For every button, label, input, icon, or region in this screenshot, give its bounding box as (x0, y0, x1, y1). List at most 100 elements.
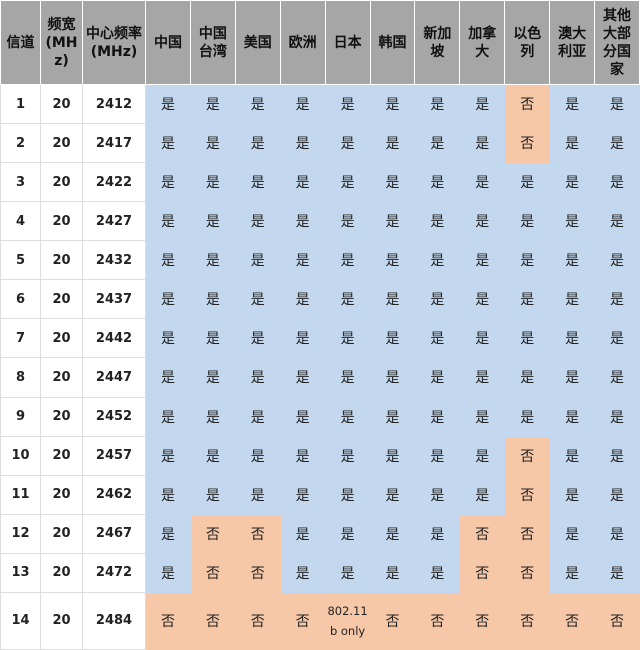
availability-cell: 是 (459, 201, 506, 242)
availability-cell: 是 (594, 318, 640, 359)
table-row: 2 20 2417 是是是是是是是是否是是 (0, 123, 640, 164)
availability-cell: 是 (594, 396, 640, 437)
availability-cell: 是 (189, 162, 236, 203)
availability-cell: 是 (414, 357, 461, 398)
info-cell: 1 (0, 83, 41, 125)
availability-cell: 802.11 b only (324, 591, 371, 650)
availability-cell: 是 (549, 513, 596, 554)
info-cell: 8 (0, 357, 41, 398)
info-cell: 2422 (82, 162, 146, 203)
availability-cell: 是 (324, 162, 371, 203)
availability-cell: 是 (414, 123, 461, 164)
availability-cell: 是 (145, 552, 191, 593)
availability-cell: 是 (504, 240, 551, 281)
availability-cell: 否 (234, 552, 281, 593)
availability-cell: 是 (414, 240, 461, 281)
availability-cell: 是 (324, 435, 371, 476)
header-cell: 新加坡 (414, 0, 461, 85)
availability-cell: 是 (279, 240, 326, 281)
header-cell: 频宽(MHz) (40, 0, 83, 85)
availability-cell: 是 (594, 357, 640, 398)
availability-cell: 是 (145, 318, 191, 359)
availability-cell: 否 (549, 591, 596, 650)
table-row: 1 20 2412 是是是是是是是是否是是 (0, 83, 640, 125)
availability-cell: 是 (549, 552, 596, 593)
info-cell: 6 (0, 279, 41, 320)
availability-cell: 是 (549, 123, 596, 164)
availability-cell: 是 (279, 435, 326, 476)
table-body: 1 20 2412 是是是是是是是是否是是 2 20 2417 是是是是是是是是否是是 3 20 2… (0, 83, 640, 650)
info-cell: 2472 (82, 552, 146, 593)
availability-cell: 否 (234, 591, 281, 650)
availability-cell: 是 (145, 240, 191, 281)
availability-cell: 是 (459, 123, 506, 164)
availability-cell: 是 (234, 123, 281, 164)
header-cell: 中国 (145, 0, 191, 85)
info-cell: 2467 (82, 513, 146, 554)
availability-cell: 是 (145, 83, 191, 125)
info-cell: 20 (40, 552, 83, 593)
availability-cell: 是 (279, 318, 326, 359)
availability-cell: 是 (234, 318, 281, 359)
info-cell: 4 (0, 201, 41, 242)
availability-cell: 是 (145, 396, 191, 437)
availability-cell: 否 (594, 591, 640, 650)
availability-cell: 是 (369, 474, 416, 515)
availability-cell: 是 (459, 162, 506, 203)
availability-cell: 是 (549, 474, 596, 515)
availability-cell: 是 (324, 279, 371, 320)
availability-cell: 是 (549, 83, 596, 125)
availability-cell: 是 (414, 279, 461, 320)
availability-cell: 是 (369, 513, 416, 554)
info-cell: 2447 (82, 357, 146, 398)
availability-cell: 是 (189, 396, 236, 437)
availability-cell: 是 (324, 513, 371, 554)
availability-cell: 是 (504, 162, 551, 203)
header-row: 信道 频宽(MHz) 中心频率(MHz) 中国 中国台湾 美国 欧洲 日本 韩国 新加坡 加拿大 以色… (0, 0, 640, 85)
availability-cell: 是 (145, 513, 191, 554)
table-row: 14 20 2484 否否否否 802.11 b only 否否否否否否 (0, 591, 640, 650)
availability-cell: 是 (459, 396, 506, 437)
availability-cell: 否 (504, 591, 551, 650)
availability-cell: 是 (504, 318, 551, 359)
availability-cell: 是 (234, 396, 281, 437)
table-row: 5 20 2432 是是是是是是是是是是是 (0, 240, 640, 281)
availability-cell: 是 (324, 357, 371, 398)
availability-cell: 是 (414, 83, 461, 125)
availability-cell: 是 (145, 162, 191, 203)
info-cell: 3 (0, 162, 41, 203)
availability-cell: 是 (324, 552, 371, 593)
table-row: 8 20 2447 是是是是是是是是是是是 (0, 357, 640, 398)
availability-cell: 是 (189, 435, 236, 476)
table-row: 7 20 2442 是是是是是是是是是是是 (0, 318, 640, 359)
availability-cell: 否 (189, 591, 236, 650)
availability-cell: 是 (414, 513, 461, 554)
availability-cell: 是 (549, 201, 596, 242)
availability-cell: 是 (189, 123, 236, 164)
info-cell: 20 (40, 240, 83, 281)
availability-cell: 否 (504, 552, 551, 593)
header-cell: 韩国 (369, 0, 416, 85)
availability-cell: 是 (234, 474, 281, 515)
availability-cell: 是 (189, 357, 236, 398)
info-cell: 2462 (82, 474, 146, 515)
availability-cell: 是 (459, 240, 506, 281)
info-cell: 12 (0, 513, 41, 554)
availability-cell: 是 (414, 318, 461, 359)
availability-cell: 是 (414, 162, 461, 203)
info-cell: 14 (0, 591, 41, 650)
availability-cell: 否 (145, 591, 191, 650)
info-cell: 2452 (82, 396, 146, 437)
availability-cell: 否 (459, 591, 506, 650)
availability-cell: 是 (189, 83, 236, 125)
availability-cell: 是 (504, 396, 551, 437)
availability-cell: 是 (549, 435, 596, 476)
info-cell: 13 (0, 552, 41, 593)
availability-cell: 否 (504, 123, 551, 164)
info-cell: 2442 (82, 318, 146, 359)
availability-cell: 是 (549, 357, 596, 398)
info-cell: 20 (40, 318, 83, 359)
header-cell: 加拿大 (459, 0, 506, 85)
availability-cell: 是 (324, 240, 371, 281)
availability-cell: 是 (234, 279, 281, 320)
